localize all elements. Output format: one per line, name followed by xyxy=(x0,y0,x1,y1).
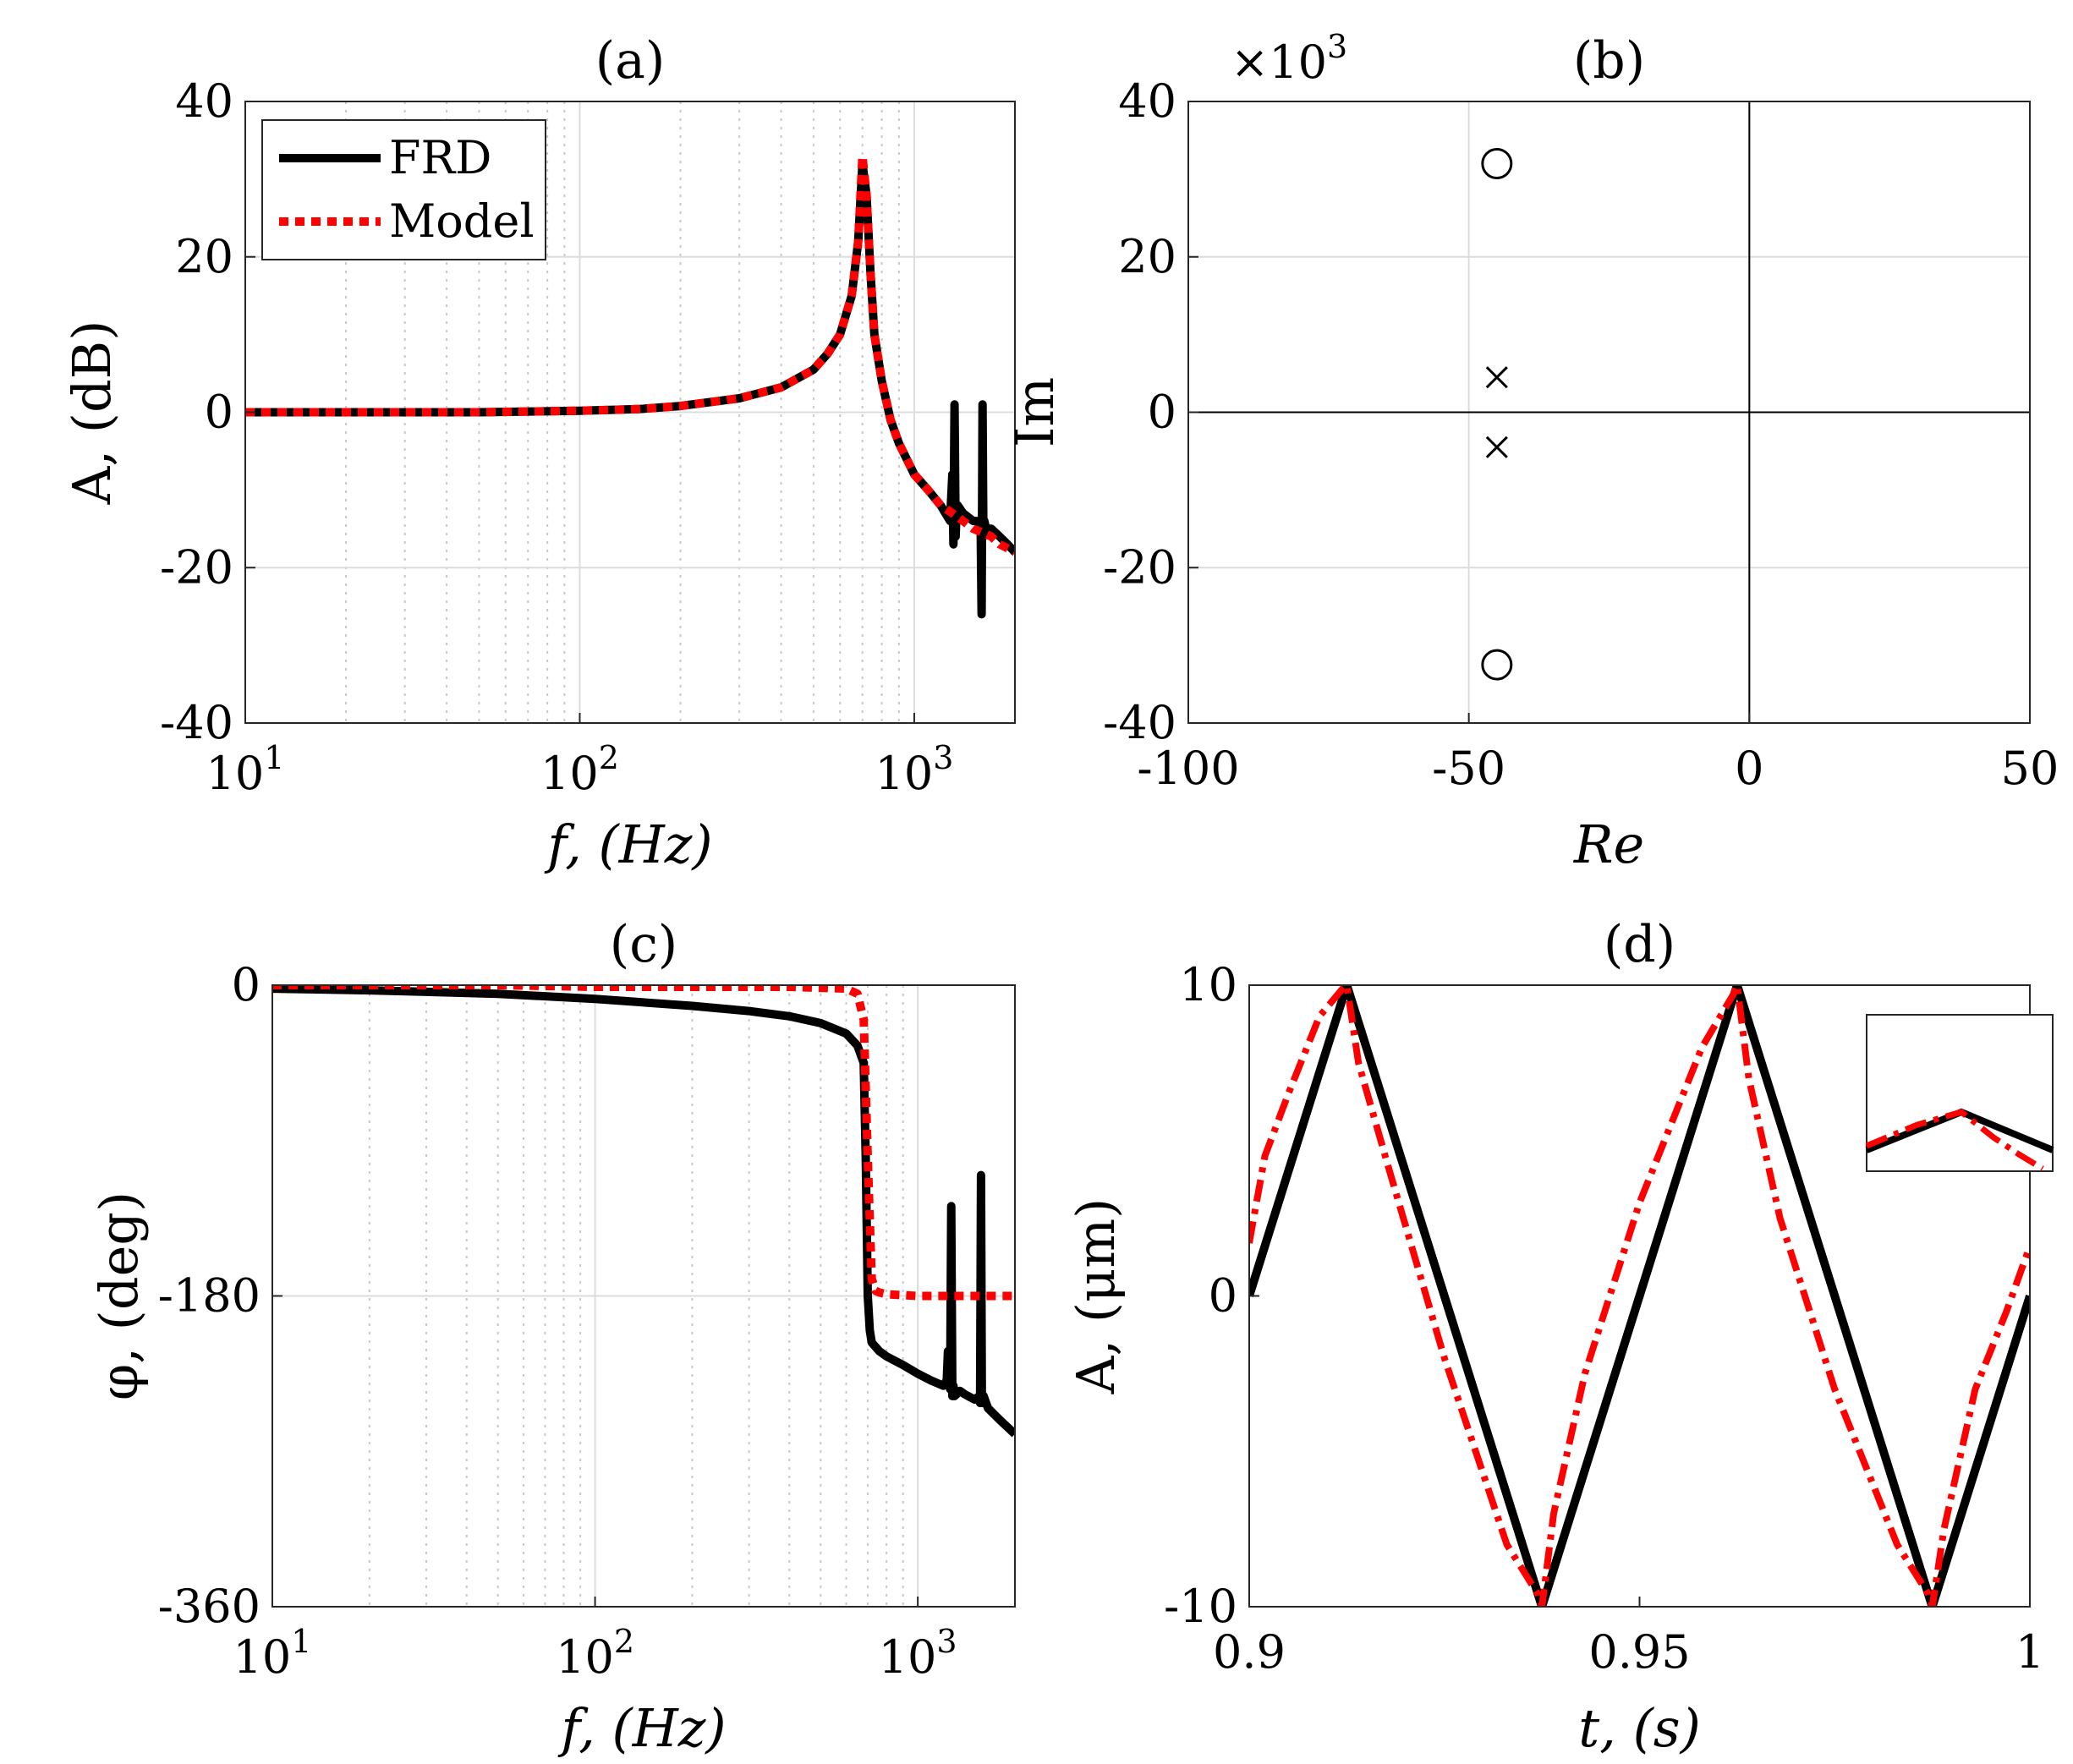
x-tick-exponent: 1 xyxy=(291,1623,311,1660)
x-tick-label: 102 xyxy=(556,1623,634,1684)
panel-title: (d) xyxy=(1604,915,1675,974)
y-axis-multiplier: ×103 xyxy=(1231,28,1347,89)
y-tick-label: -40 xyxy=(160,696,233,749)
x-tick-exponent: 1 xyxy=(264,739,284,776)
y-axis-label: A, (dB) xyxy=(61,320,123,506)
x-tick-label: 101 xyxy=(206,739,285,800)
x-axis-label: f, (Hz) xyxy=(544,814,712,875)
x-tick-base: 10 xyxy=(233,1630,292,1684)
x-tick-base: 10 xyxy=(540,747,599,800)
y-tick-label: 0 xyxy=(205,386,233,439)
panel-b: -100 -50 0 50 -40 -20 0 20 40 (b) Re Im ×103 xyxy=(1004,28,2059,875)
series-line-frd xyxy=(272,985,1015,1438)
y-axis-label: Im xyxy=(1004,377,1066,447)
plot-area xyxy=(272,985,1015,1438)
panel-title: (c) xyxy=(610,915,677,974)
x-tick-base: 10 xyxy=(875,747,933,800)
x-tick-label: 0.9 xyxy=(1213,1625,1286,1679)
y-tick-label: 0 xyxy=(232,958,260,1011)
y-tick-label: -20 xyxy=(160,540,233,594)
y-axis-label: A, (μm) xyxy=(1065,1198,1127,1395)
y-axis-label: φ, (deg) xyxy=(88,1192,150,1400)
series-line-frd xyxy=(1249,985,2030,1607)
multiplier-exponent: 3 xyxy=(1327,28,1347,65)
legend: FRD Model xyxy=(261,119,546,260)
x-tick-exponent: 2 xyxy=(599,739,619,776)
y-tick-label: 0 xyxy=(1209,1269,1237,1323)
x-tick-base: 10 xyxy=(206,747,265,800)
x-tick-label: 0 xyxy=(1735,742,1763,795)
legend-label-model: Model xyxy=(389,194,535,248)
y-tick-label: 10 xyxy=(1179,958,1237,1011)
x-axis-label: f, (Hz) xyxy=(557,1697,726,1759)
x-tick-exponent: 2 xyxy=(614,1623,634,1660)
y-tick-label: 40 xyxy=(175,74,233,128)
legend-label-frd: FRD xyxy=(389,131,491,184)
x-axis-label: Re xyxy=(1573,814,1644,875)
x-tick-label: 101 xyxy=(233,1623,312,1684)
plot-area xyxy=(1249,985,2030,1607)
zero-marker xyxy=(1481,649,1513,681)
x-tick-label: 102 xyxy=(540,739,619,800)
inset-model-line xyxy=(1865,1109,2044,1171)
y-tick-label: -40 xyxy=(1103,696,1176,749)
y-tick-label: 20 xyxy=(175,230,233,283)
inset xyxy=(1865,1014,2054,1172)
zero-marker xyxy=(1481,148,1513,179)
series-line-model xyxy=(245,151,1015,556)
inset-box xyxy=(1866,1014,2054,1172)
multiplier-base: ×10 xyxy=(1231,36,1327,89)
y-tick-label: 20 xyxy=(1118,230,1176,283)
x-tick-label: 1 xyxy=(2015,1625,2044,1679)
panel-d: 0.9 0.95 1 -10 0 10 (d) t, (s) A, (μm) xyxy=(1065,915,2054,1759)
x-tick-base: 10 xyxy=(556,1630,614,1684)
x-tick-base: 10 xyxy=(879,1630,937,1684)
x-tick-label: -100 xyxy=(1137,742,1239,795)
series-line-model xyxy=(272,985,1015,1301)
x-tick-label: 50 xyxy=(2001,742,2059,795)
x-tick-label: 0.95 xyxy=(1588,1625,1690,1679)
x-tick-exponent: 3 xyxy=(936,1623,957,1660)
x-tick-label: 103 xyxy=(879,1623,957,1684)
y-tick-label: -180 xyxy=(158,1269,260,1323)
x-tick-label: -50 xyxy=(1432,742,1505,795)
panel-title: (b) xyxy=(1573,31,1645,90)
x-axis-label: t, (s) xyxy=(1578,1697,1701,1759)
y-tick-label: -20 xyxy=(1103,540,1176,594)
legend-box xyxy=(261,119,546,260)
pole-marker xyxy=(1485,366,1508,389)
plot-area xyxy=(1481,148,1513,681)
x-tick-label: 103 xyxy=(875,739,953,800)
plot-area xyxy=(245,151,1015,619)
series-line-model xyxy=(1249,985,2030,1607)
y-tick-label: -10 xyxy=(1164,1580,1237,1633)
pole-marker xyxy=(1485,436,1508,458)
x-tick-exponent: 3 xyxy=(933,739,953,776)
y-tick-label: -360 xyxy=(158,1580,260,1633)
panel-title: (a) xyxy=(595,31,666,90)
y-tick-label: 40 xyxy=(1118,74,1176,128)
y-tick-label: 0 xyxy=(1148,386,1176,439)
